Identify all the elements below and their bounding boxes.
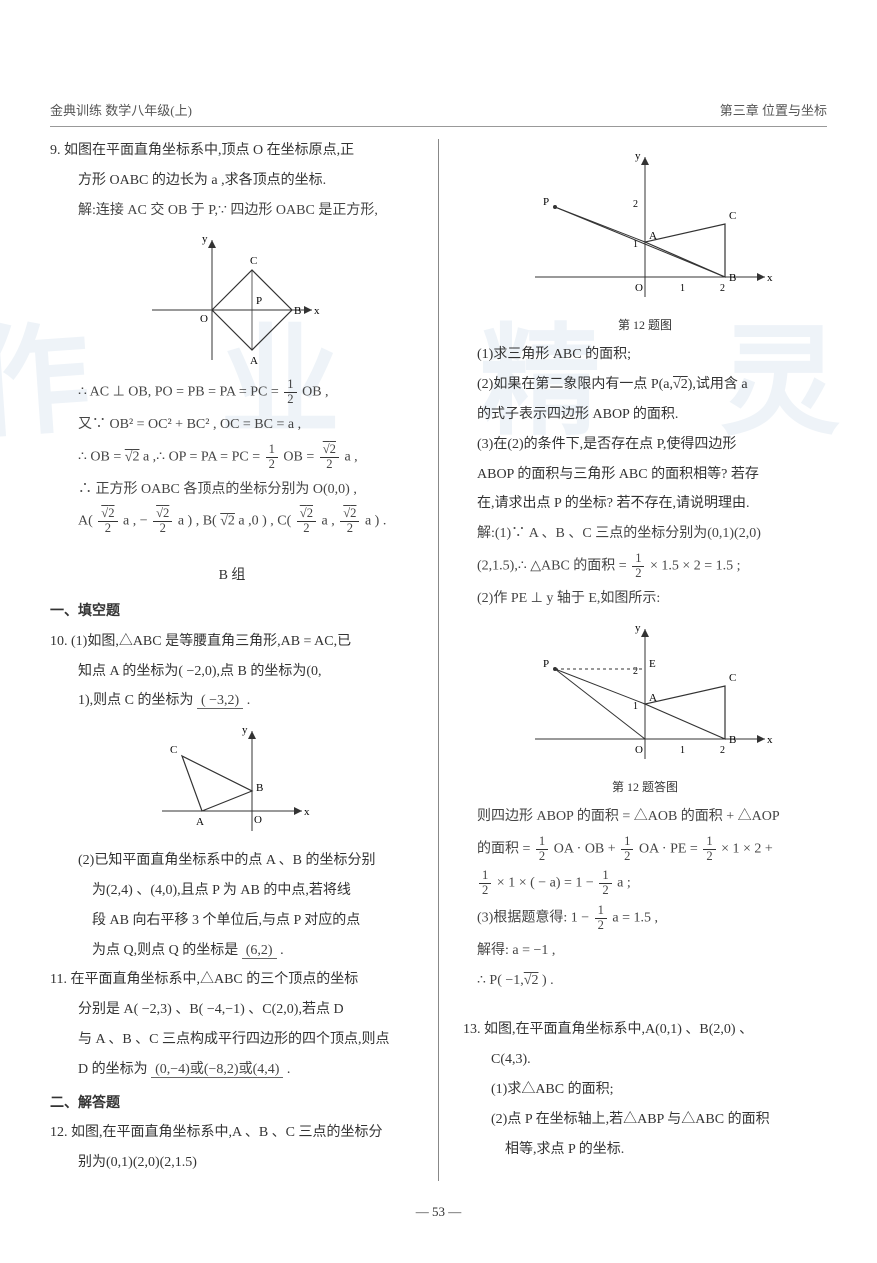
svg-text:P: P [256, 295, 262, 307]
svg-text:O: O [200, 313, 208, 325]
header-right: 第三章 位置与坐标 [720, 100, 827, 122]
svg-text:E: E [649, 658, 656, 670]
q12-left-l2: 别为(0,1)(2,0)(2,1.5) [50, 1151, 414, 1175]
svg-text:2: 2 [720, 283, 725, 294]
q10-stem-l3: 1),则点 C 的坐标为 ( −3,2) . [50, 689, 414, 713]
svg-text:1: 1 [633, 701, 638, 712]
svg-text:O: O [635, 744, 643, 756]
q11-answer: (0,−4)或(−8,2)或(4,4) [151, 1062, 283, 1078]
q12r-sol1-l2: (2,1.5),∴ △ABC 的面积 = 12 × 1.5 × 2 = 1.5 … [463, 552, 827, 581]
q12r-p3-l3: 在,请求出点 P 的坐标? 若不存在,请说明理由. [463, 492, 827, 516]
svg-text:B: B [294, 305, 301, 317]
q10-p2-l4: 为点 Q,则点 Q 的坐标是 (6,2) . [50, 939, 414, 963]
q13-l1: 13. 如图,在平面直角坐标系中,A(0,1) 、B(2,0) 、 [463, 1018, 827, 1042]
q12r-s3-l1: (3)根据题意得: 1 − 12 a = 1.5 , [463, 904, 827, 933]
svg-text:2: 2 [720, 745, 725, 756]
q10-answer-2: (6,2) [242, 943, 277, 959]
q10-figure: x y A B C O [152, 721, 312, 841]
right-column: x y 1 2 1 2 O P A B C 第 12 题图 (1)求三角形 AB… [463, 139, 827, 1181]
q12r-p3-l2: ABOP 的面积与三角形 ABC 的面积相等? 若存 [463, 463, 827, 487]
svg-text:O: O [254, 814, 262, 826]
left-column: 9. 如图在平面直角坐标系中,顶点 O 在坐标原点,正 方形 OABC 的边长为… [50, 139, 414, 1181]
svg-text:x: x [314, 305, 320, 317]
q9-sol-line3: 又∵ OB² = OC² + BC² , OC = BC = a , [50, 413, 414, 437]
q11-l3: 与 A 、B 、C 三点构成平行四边形的四个顶点,则点 [50, 1028, 414, 1052]
svg-text:x: x [304, 806, 310, 818]
q10-stem-l1: 10. (1)如图,△ABC 是等腰直角三角形,AB = AC,已 [50, 630, 414, 654]
q11-l1: 11. 在平面直角坐标系中,△ABC 的三个顶点的坐标 [50, 968, 414, 992]
q12r-p2-l1: (2)如果在第二象限内有一点 P(a,2),试用含 a [463, 373, 827, 397]
svg-text:P: P [543, 658, 549, 670]
q10-p2-l2: 为(2,4) 、(4,0),且点 P 为 AB 的中点,若将线 [50, 879, 414, 903]
svg-text:y: y [635, 150, 641, 162]
q9-stem-line1: 9. 如图在平面直角坐标系中,顶点 O 在坐标原点,正 [50, 139, 414, 163]
q10-answer-1: ( −3,2) [197, 693, 243, 709]
q12r-s2-l1: 则四边形 ABOP 的面积 = △AOB 的面积 + △AOP [463, 805, 827, 829]
svg-text:C: C [729, 672, 736, 684]
q12-left-l1: 12. 如图,在平面直角坐标系中,A 、B 、C 三点的坐标分 [50, 1121, 414, 1145]
q12r-sol1-l1: 解:(1)∵ A 、B 、C 三点的坐标分别为(0,1)(2,0) [463, 522, 827, 546]
q12-figure-caption: 第 12 题图 [463, 315, 827, 335]
q10-stem-l2: 知点 A 的坐标为( −2,0),点 B 的坐标为(0, [50, 660, 414, 684]
two-column-layout: 9. 如图在平面直角坐标系中,顶点 O 在坐标原点,正 方形 OABC 的边长为… [50, 139, 827, 1181]
q9-sol-line6: A( 22 a , − 22 a ) , B( 2 a ,0 ) , C( 22… [50, 507, 414, 536]
q12r-s2-l2: 的面积 = 12 OA · OB + 12 OA · PE = 12 × 1 ×… [463, 835, 827, 864]
header-left: 金典训练 数学八年级(上) [50, 100, 192, 122]
svg-text:B: B [729, 734, 736, 746]
q12r-s2-l3: 12 × 1 × ( − a) = 1 − 12 a ; [463, 869, 827, 898]
section-fill-blank: 一、填空题 [50, 600, 414, 624]
q12r-p3-l1: (3)在(2)的条件下,是否存在点 P,使得四边形 [463, 433, 827, 457]
q10-p2-l1: (2)已知平面直角坐标系中的点 A 、B 的坐标分别 [50, 849, 414, 873]
column-divider [438, 139, 439, 1181]
svg-text:C: C [729, 210, 736, 222]
q9-sol-line5: ∴ 正方形 OABC 各顶点的坐标分别为 O(0,0) , [50, 478, 414, 502]
q12r-s3-l2: 解得: a = −1 , [463, 939, 827, 963]
q13-l4: (2)点 P 在坐标轴上,若△ABP 与△ABC 的面积 [463, 1108, 827, 1132]
q9-sol-line1: 解:连接 AC 交 OB 于 P,∵ 四边形 OABC 是正方形, [50, 199, 414, 223]
q12-answer-figure: x y O 1 2 1 2 P E A B C [515, 619, 775, 769]
q13-l2: C(4,3). [463, 1048, 827, 1072]
svg-text:B: B [729, 272, 736, 284]
svg-text:P: P [543, 196, 549, 208]
svg-text:A: A [649, 692, 657, 704]
svg-text:C: C [250, 255, 257, 267]
q12r-p2-l2: 的式子表示四边形 ABOP 的面积. [463, 403, 827, 427]
svg-text:y: y [202, 233, 208, 245]
svg-text:C: C [170, 744, 177, 756]
svg-text:x: x [767, 734, 773, 746]
q10-p2-l3: 段 AB 向右平移 3 个单位后,与点 P 对应的点 [50, 909, 414, 933]
q12r-s3-l3: ∴ P( −1,2 ) . [463, 969, 827, 993]
section-solve: 二、解答题 [50, 1092, 414, 1116]
q11-l4: D 的坐标为 (0,−4)或(−8,2)或(4,4) . [50, 1058, 414, 1082]
svg-text:A: A [649, 230, 657, 242]
svg-text:2: 2 [633, 199, 638, 210]
svg-text:2: 2 [633, 666, 638, 677]
svg-text:y: y [635, 622, 641, 634]
q12r-p1: (1)求三角形 ABC 的面积; [463, 343, 827, 367]
q13-l5: 相等,求点 P 的坐标. [463, 1138, 827, 1162]
q13-l3: (1)求△ABC 的面积; [463, 1078, 827, 1102]
group-b-title: B 组 [50, 564, 414, 588]
svg-text:x: x [767, 272, 773, 284]
q11-l2: 分别是 A( −2,3) 、B( −4,−1) 、C(2,0),若点 D [50, 998, 414, 1022]
q9-figure: x y O C B A P [142, 230, 322, 370]
svg-text:A: A [196, 816, 204, 828]
q9-sol-line2: ∴ AC ⊥ OB, PO = PB = PA = PC = 12 OB , [50, 378, 414, 407]
q12r-sol2-intro: (2)作 PE ⊥ y 轴于 E,如图所示: [463, 587, 827, 611]
svg-text:A: A [250, 355, 258, 367]
svg-text:1: 1 [680, 283, 685, 294]
q12-figure: x y 1 2 1 2 O P A B C [515, 147, 775, 307]
page-number: — 53 — [50, 1201, 827, 1223]
q9-stem-line2: 方形 OABC 的边长为 a ,求各顶点的坐标. [50, 169, 414, 193]
svg-text:O: O [635, 282, 643, 294]
page-header: 金典训练 数学八年级(上) 第三章 位置与坐标 [50, 100, 827, 127]
svg-text:1: 1 [680, 745, 685, 756]
q12-answer-caption: 第 12 题答图 [463, 777, 827, 797]
svg-text:B: B [256, 782, 263, 794]
q9-sol-line4: ∴ OB = 2 a ,∴ OP = PA = PC = 12 OB = 22 … [50, 443, 414, 472]
svg-text:y: y [242, 724, 248, 736]
